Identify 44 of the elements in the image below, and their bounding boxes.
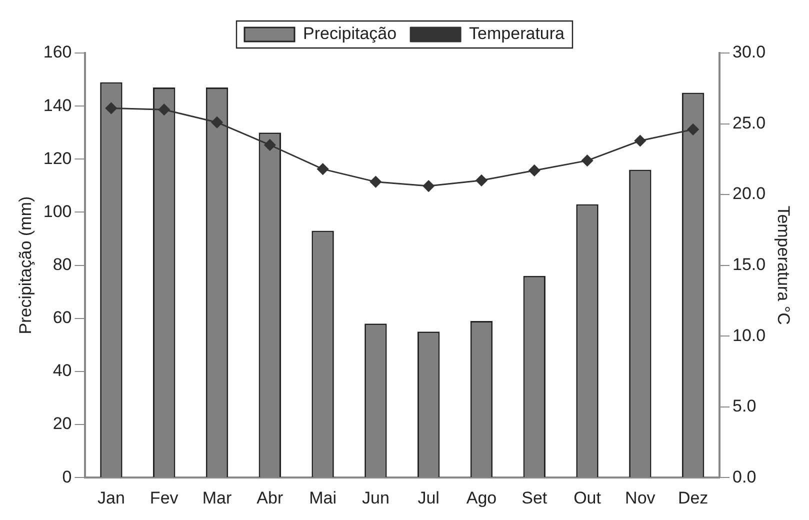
point xyxy=(634,135,646,146)
point xyxy=(105,102,117,114)
x-tick-label: Jul xyxy=(418,488,440,508)
x-tick-label: Mai xyxy=(309,488,336,508)
y2-tick-label: 30.0 xyxy=(732,42,766,62)
point xyxy=(211,116,223,128)
legend-label: Precipitação xyxy=(303,24,397,44)
y2-tick-label: 0.0 xyxy=(732,467,756,486)
y2-tick-label: 15.0 xyxy=(732,254,766,274)
x-tick-label: Dez xyxy=(678,488,708,508)
x-tick-label: Mar xyxy=(202,488,232,508)
y-axis-title: Precipitação (mm) xyxy=(16,196,35,334)
y-tick-label: 20 xyxy=(52,414,72,434)
point xyxy=(582,154,594,166)
x-tick-label: Out xyxy=(574,488,602,508)
x-tick-label: Fev xyxy=(150,488,179,508)
y-tick-label: 80 xyxy=(52,254,72,274)
x-tick-label: Jun xyxy=(362,488,390,508)
y2-tick-label: 25.0 xyxy=(732,113,766,132)
point xyxy=(370,176,382,188)
y-tick-label: 120 xyxy=(43,148,72,168)
point xyxy=(422,180,434,192)
x-tick-label: Nov xyxy=(625,488,656,508)
point xyxy=(687,124,699,136)
x-tick-label: Set xyxy=(522,488,548,508)
x-tick-label: Ago xyxy=(466,488,497,508)
y2-axis-title: Temperatura °C xyxy=(774,206,794,325)
point xyxy=(264,139,276,151)
point xyxy=(317,163,329,175)
point xyxy=(528,164,540,176)
point xyxy=(476,174,488,186)
y-tick-label: 40 xyxy=(52,361,72,380)
point xyxy=(158,104,170,116)
legend-label: Temperatura xyxy=(469,24,566,44)
y-tick-label: 100 xyxy=(43,202,72,221)
y2-tick-label: 10.0 xyxy=(732,326,766,345)
y-tick-label: 140 xyxy=(43,96,72,115)
x-tick-label: Jan xyxy=(98,488,125,508)
y-tick-label: 160 xyxy=(43,42,72,62)
y2-tick-label: 5.0 xyxy=(732,396,756,416)
y-tick-label: 60 xyxy=(52,308,72,328)
y2-tick-label: 20.0 xyxy=(732,184,766,204)
y-tick-label: 0 xyxy=(62,467,72,486)
x-tick-label: Abr xyxy=(256,488,284,508)
